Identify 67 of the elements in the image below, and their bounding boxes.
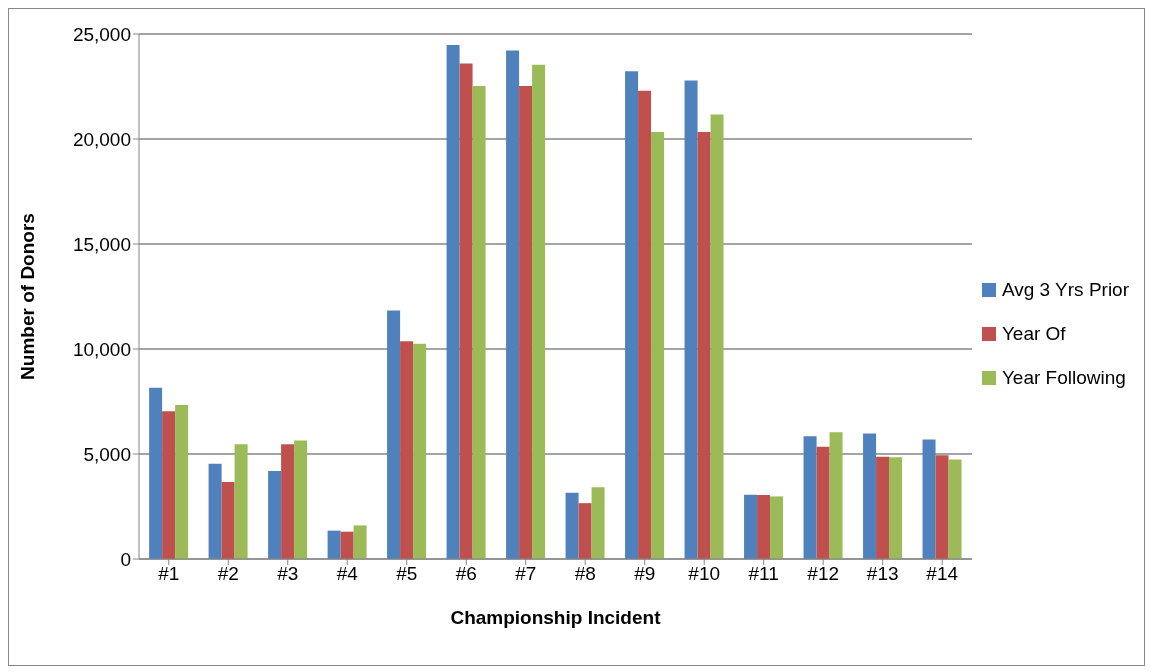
bar bbox=[922, 439, 936, 559]
bar bbox=[710, 114, 724, 559]
bar bbox=[935, 455, 949, 559]
bar bbox=[387, 310, 401, 559]
legend-label: Year Of bbox=[1001, 323, 1066, 345]
bar bbox=[948, 459, 962, 559]
legend-label: Avg 3 Yrs Prior bbox=[1001, 279, 1129, 301]
y-tick-label: 5,000 bbox=[83, 443, 131, 465]
x-tick-label: #3 bbox=[277, 563, 299, 585]
bar bbox=[519, 86, 533, 559]
x-tick-label: #11 bbox=[748, 563, 779, 585]
bar bbox=[327, 530, 341, 559]
x-tick-label: #8 bbox=[574, 563, 596, 585]
bar bbox=[459, 63, 473, 559]
y-tick-label: 0 bbox=[120, 548, 131, 570]
bar bbox=[149, 387, 163, 559]
bar bbox=[400, 341, 414, 559]
y-tick-label: 25,000 bbox=[72, 23, 131, 45]
bar bbox=[578, 503, 592, 559]
bar bbox=[829, 432, 843, 559]
x-tick-label: #2 bbox=[217, 563, 239, 585]
bar bbox=[684, 80, 698, 559]
bar bbox=[234, 444, 248, 559]
bar bbox=[803, 436, 817, 559]
bar bbox=[591, 487, 605, 559]
bar bbox=[281, 444, 295, 559]
x-tick-label: #7 bbox=[515, 563, 537, 585]
bar bbox=[208, 463, 222, 559]
bar bbox=[340, 531, 354, 559]
y-tick-label: 20,000 bbox=[72, 128, 131, 150]
x-tick-label: #10 bbox=[688, 563, 721, 585]
x-tick-label: #14 bbox=[926, 563, 959, 585]
bar bbox=[757, 494, 771, 559]
x-tick-label: #12 bbox=[807, 563, 840, 585]
bar bbox=[876, 456, 890, 559]
bar bbox=[472, 86, 486, 559]
bar bbox=[446, 44, 460, 559]
bar bbox=[625, 71, 639, 559]
x-tick-label: #6 bbox=[455, 563, 477, 585]
x-tick-label: #1 bbox=[158, 563, 180, 585]
bar bbox=[816, 446, 830, 559]
bar bbox=[506, 50, 520, 559]
x-tick-label: #4 bbox=[336, 563, 359, 585]
bar bbox=[294, 440, 308, 559]
bar bbox=[221, 481, 235, 559]
bar bbox=[863, 433, 877, 559]
y-tick-label: 10,000 bbox=[72, 338, 131, 360]
bar bbox=[162, 411, 176, 559]
bar bbox=[353, 525, 367, 559]
x-tick-label: #13 bbox=[866, 563, 899, 585]
bar bbox=[889, 457, 903, 559]
bar bbox=[638, 90, 652, 559]
x-axis-title: Championship Incident bbox=[450, 607, 662, 628]
bar bbox=[175, 405, 189, 559]
bar bbox=[532, 64, 546, 559]
x-tick-label: #9 bbox=[634, 563, 656, 585]
y-tick-label: 15,000 bbox=[72, 233, 131, 255]
x-tick-label: #5 bbox=[396, 563, 418, 585]
y-axis-title: Number of Donors bbox=[16, 213, 38, 380]
bar bbox=[770, 496, 784, 559]
bar bbox=[651, 132, 665, 559]
bar bbox=[744, 494, 758, 559]
bar bbox=[268, 471, 282, 559]
legend-label: Year Following bbox=[1001, 367, 1126, 389]
bar bbox=[565, 492, 579, 559]
bar bbox=[697, 132, 711, 559]
bar bbox=[413, 343, 427, 559]
